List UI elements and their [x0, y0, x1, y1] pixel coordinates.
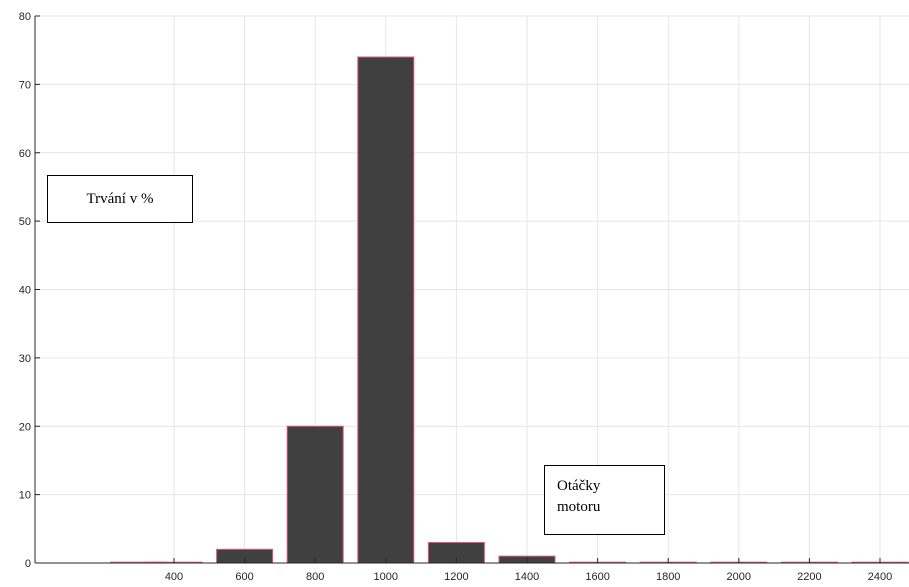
x-tick-label: 2000	[727, 571, 751, 583]
y-tick-label: 60	[19, 148, 31, 160]
y-tick-label: 50	[19, 216, 31, 228]
y-tick-label: 70	[19, 79, 31, 91]
bar	[357, 56, 415, 564]
y-tick-label: 10	[19, 490, 31, 502]
y-tick-label: 0	[25, 558, 31, 570]
y-axis-label-box: Trvání v %	[47, 175, 193, 223]
bar	[286, 425, 344, 564]
y-tick-label: 30	[19, 353, 31, 365]
x-axis-label-line-2: motoru	[557, 499, 601, 515]
x-tick-label: 2200	[797, 571, 821, 583]
y-tick-label: 80	[19, 11, 31, 23]
x-tick-label: 1200	[444, 571, 468, 583]
grid	[35, 15, 909, 563]
x-tick-label: 800	[306, 571, 324, 583]
y-axis-label: Trvání v %	[86, 190, 154, 207]
y-tick-label: 20	[19, 421, 31, 433]
x-axis-label-box: Otáčky motoru	[544, 465, 665, 535]
x-tick-label: 400	[165, 571, 183, 583]
x-tick-label: 1600	[585, 571, 609, 583]
x-tick-label: 1400	[515, 571, 539, 583]
x-axis-label-line-1: Otáčky	[557, 478, 601, 494]
bars	[110, 56, 909, 564]
x-tick-label: 2400	[868, 571, 892, 583]
x-tick-label: 1000	[374, 571, 398, 583]
y-tick-label: 40	[19, 285, 31, 297]
axes	[34, 15, 909, 564]
x-tick-label: 1800	[656, 571, 680, 583]
x-tick-label: 600	[235, 571, 253, 583]
tick-labels: 0 10 20 30 40 50 60 70 80 400 600 800 1000 1200 1400 16…	[19, 11, 892, 583]
